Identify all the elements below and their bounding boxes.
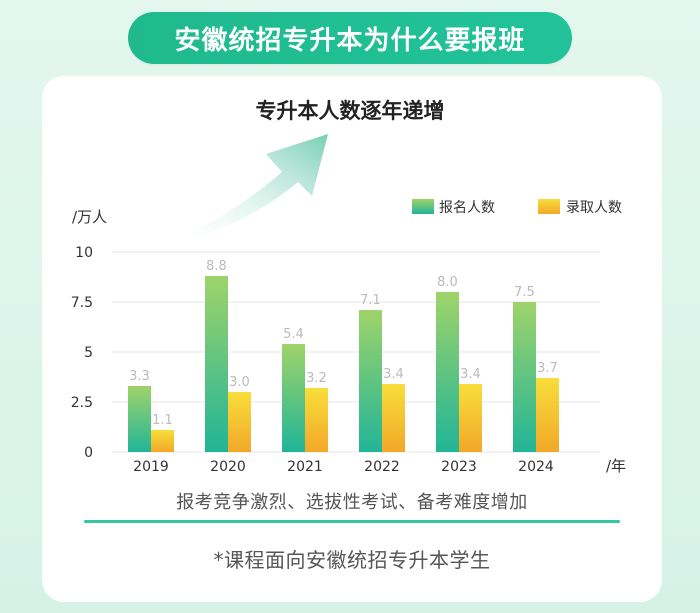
admissions-value-label: 3.7 [537,361,558,376]
y-tick-label: 5 [84,345,93,361]
x-tick-label: 2024 [518,459,554,475]
chart-title: 专升本人数逐年递增 [256,99,445,123]
chart-card [42,76,662,602]
x-tick-label: 2021 [287,459,323,475]
registrations-value-label: 5.4 [283,327,304,342]
admissions-bar [459,384,482,452]
legend-swatch-registrations [412,199,434,214]
legend-label-admissions: 录取人数 [566,200,622,216]
admissions-value-label: 3.4 [460,367,481,382]
chart-caption: 报考竞争激烈、选拔性考试、备考难度增加 [176,492,528,513]
x-tick-label: 2022 [364,459,400,475]
divider [84,520,620,523]
admissions-bar [305,388,328,452]
legend-label-registrations: 报名人数 [439,200,495,216]
admissions-bar [228,392,251,452]
registrations-bar [359,310,382,452]
banner-title: 安徽统招专升本为什么要报班 [128,12,572,64]
y-tick-label: 2.5 [71,395,93,411]
x-tick-label: 2023 [441,459,477,475]
y-tick-label: 10 [75,245,93,261]
rising-arrow-icon [166,134,328,245]
registrations-value-label: 3.3 [129,369,150,384]
registrations-value-label: 8.8 [206,259,227,274]
y-tick-label: 0 [84,445,93,461]
admissions-bar [151,430,174,452]
y-tick-label: 7.5 [71,295,93,311]
admissions-value-label: 3.0 [229,375,250,390]
registrations-value-label: 8.0 [437,275,458,290]
legend-swatch-admissions [538,199,560,214]
x-tick-label: 2019 [133,459,169,475]
admissions-value-label: 3.2 [306,371,327,386]
footnote: *课程面向安徽统招专升本学生 [213,548,491,572]
admissions-bar [382,384,405,452]
x-axis-label: /年 [606,457,626,475]
x-tick-label: 2020 [210,459,246,475]
admissions-value-label: 3.4 [383,367,404,382]
registrations-bar [205,276,228,452]
registrations-bar [513,302,536,452]
registrations-value-label: 7.5 [514,285,535,300]
registrations-bar [128,386,151,452]
registrations-value-label: 7.1 [360,293,381,308]
registrations-bar [436,292,459,452]
y-axis-label: /万人 [72,208,107,226]
registrations-bar [282,344,305,452]
admissions-bar [536,378,559,452]
admissions-value-label: 1.1 [152,413,173,428]
